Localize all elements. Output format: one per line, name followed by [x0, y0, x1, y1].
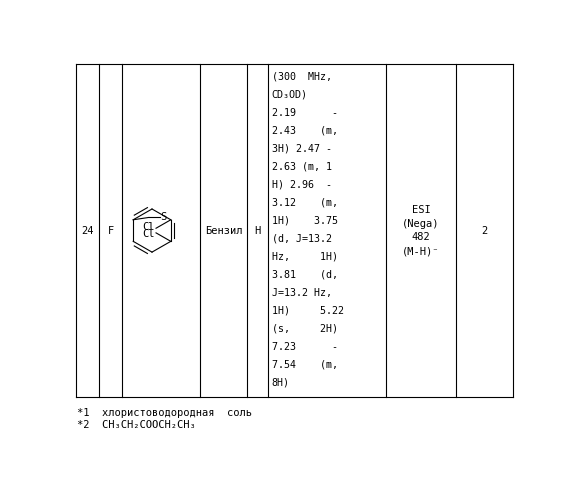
Text: (300  MHz,: (300 MHz,	[272, 72, 332, 82]
Text: 1H)     5.22: 1H) 5.22	[272, 306, 344, 316]
Text: 2: 2	[481, 226, 487, 235]
Text: Cl: Cl	[142, 222, 154, 232]
Text: (s,     2H): (s, 2H)	[272, 324, 338, 334]
Text: 7.54    (m,: 7.54 (m,	[272, 360, 338, 370]
Text: *2  CH₃CH₂COOCH₂CH₃: *2 CH₃CH₂COOCH₂CH₃	[77, 420, 196, 430]
Text: H: H	[254, 226, 261, 235]
Text: 2.19      -: 2.19 -	[272, 108, 338, 118]
Text: (Nega): (Nega)	[402, 218, 440, 228]
Text: S: S	[160, 212, 166, 222]
Text: (M-H)⁻: (M-H)⁻	[402, 246, 440, 256]
Text: F: F	[107, 226, 114, 235]
Text: 1H)    3.75: 1H) 3.75	[272, 216, 338, 226]
Text: 2.43    (m,: 2.43 (m,	[272, 126, 338, 136]
Text: 8H): 8H)	[272, 378, 290, 388]
Text: CD₃OD): CD₃OD)	[272, 90, 308, 100]
Text: 3.12    (m,: 3.12 (m,	[272, 198, 338, 207]
Text: 2.63 (m, 1: 2.63 (m, 1	[272, 162, 332, 172]
Text: Cl: Cl	[142, 228, 154, 238]
Text: Hz,     1H): Hz, 1H)	[272, 252, 338, 262]
Text: J=13.2 Hz,: J=13.2 Hz,	[272, 288, 332, 298]
Text: 3.81    (d,: 3.81 (d,	[272, 270, 338, 280]
Text: (d, J=13.2: (d, J=13.2	[272, 234, 332, 243]
Text: Бензил: Бензил	[205, 226, 242, 235]
Text: 482: 482	[412, 232, 430, 242]
Text: 3H) 2.47 -: 3H) 2.47 -	[272, 144, 332, 154]
Text: ESI: ESI	[412, 205, 430, 215]
Text: 24: 24	[81, 226, 94, 235]
Text: *1  хлористоводородная  соль: *1 хлористоводородная соль	[77, 408, 252, 418]
Text: H) 2.96  -: H) 2.96 -	[272, 180, 332, 190]
Text: 7.23      -: 7.23 -	[272, 342, 338, 352]
